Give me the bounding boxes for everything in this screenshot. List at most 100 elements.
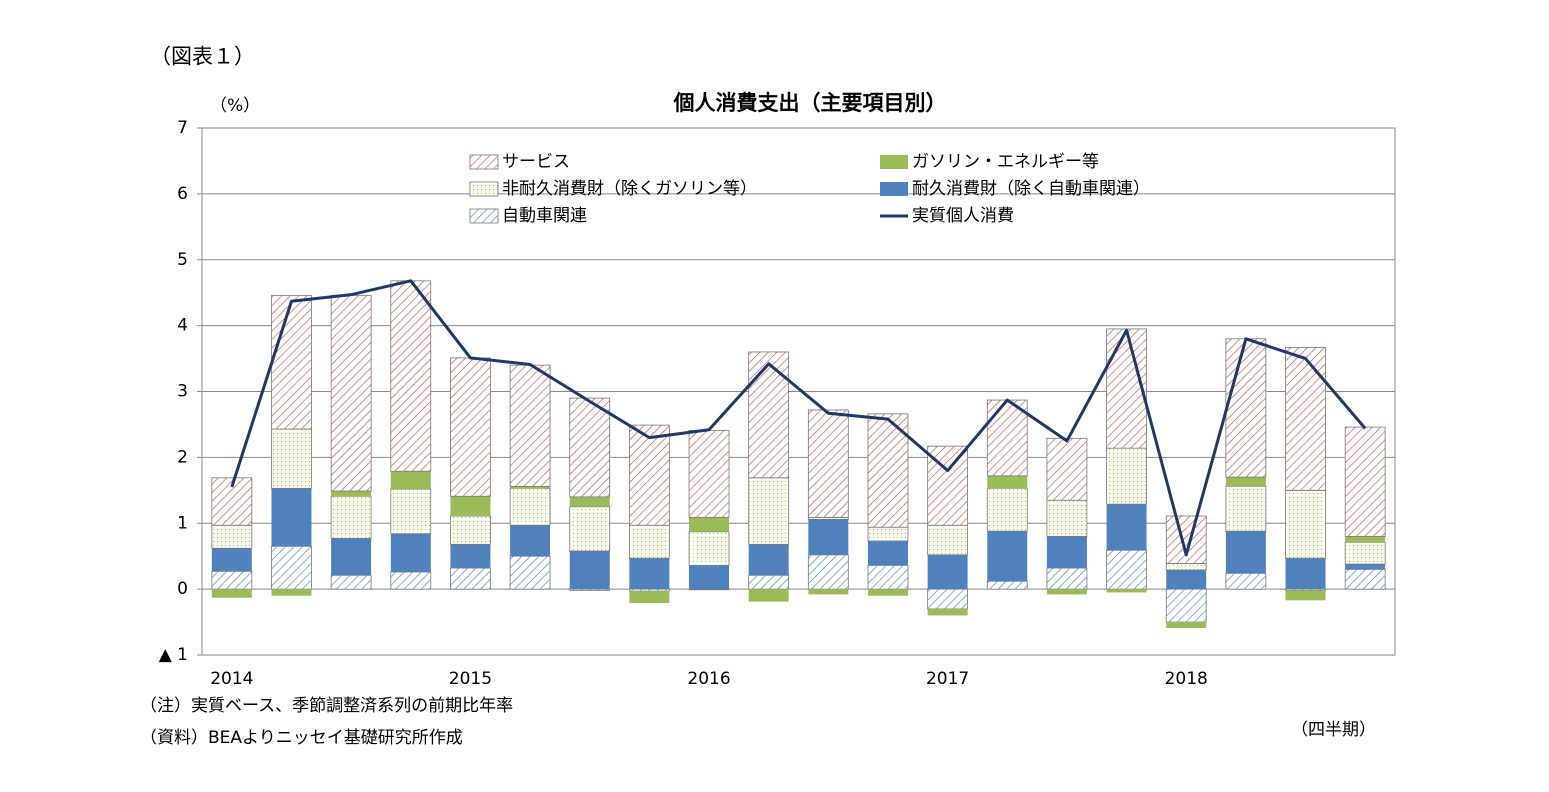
bar-segment [1165, 563, 1207, 571]
bar-segment [1106, 504, 1147, 551]
y-tick-label: 3 [177, 382, 188, 402]
bar-segment [629, 558, 670, 590]
x-axis-label: （四半期） [1291, 720, 1376, 740]
legend-swatch [469, 208, 499, 224]
bar-segment [807, 554, 849, 590]
bar-segment [271, 488, 312, 547]
bar-segment [748, 351, 790, 479]
bar-segment [1225, 531, 1266, 574]
bar-segment [330, 294, 372, 492]
x-tick-label: 2015 [449, 669, 492, 689]
bar-segment [510, 486, 551, 489]
legend-label: サービス [502, 152, 570, 172]
bar-segment [390, 533, 431, 572]
bar-segment [808, 589, 849, 595]
figure-label: （図表１） [150, 45, 255, 69]
bar-segment [986, 399, 1028, 477]
bar-segment [1106, 589, 1147, 593]
bar-segment [927, 554, 968, 590]
legend-label: ガソリン・エネルギー等 [912, 152, 1099, 172]
bar-segment [1046, 536, 1087, 569]
bar-segment [1166, 622, 1207, 628]
bar-segment [927, 588, 969, 610]
bar-segment [987, 475, 1028, 489]
bar-segment [271, 589, 312, 596]
bar-segment [569, 496, 610, 507]
legend-label: 耐久消費財（除く自動車関連） [912, 179, 1150, 199]
bar-segment [748, 477, 790, 545]
bar-segment [1106, 328, 1147, 449]
bar-segment [807, 409, 849, 518]
bar-segment [450, 496, 491, 517]
bar-segment [271, 428, 312, 489]
bar-segment [1046, 437, 1088, 501]
bar-segment [867, 565, 909, 590]
x-tick-label: 2018 [1165, 669, 1208, 689]
bar-segment [1225, 572, 1267, 590]
bar-segment [1225, 338, 1267, 478]
bar-segment [689, 565, 730, 590]
x-tick-label: 2017 [926, 669, 969, 689]
bar-segment [450, 544, 491, 569]
chart-title: 個人消費支出（主要項目別） [673, 91, 947, 115]
bar-segment [211, 570, 253, 590]
bar-segment [1344, 426, 1386, 537]
legend-label: 自動車関連 [502, 206, 587, 226]
bar-segment [1285, 588, 1326, 591]
bar-segment [1046, 567, 1088, 590]
bar-segment [1285, 489, 1326, 559]
bar-segment [510, 525, 551, 557]
bar-segment [867, 413, 909, 528]
bar-segment [1165, 588, 1207, 623]
bar-segment [688, 531, 730, 566]
bar-segment [987, 531, 1028, 582]
note: （資料）BEAよりニッセイ基礎研究所作成 [140, 728, 463, 748]
bar-segment [271, 294, 312, 430]
bar-segment [1046, 499, 1088, 537]
bar-segment [628, 524, 670, 559]
bar-segment [748, 574, 790, 590]
y-tick-label: 1 [177, 513, 188, 533]
y-tick-label: 2 [177, 447, 188, 467]
y-tick-label: 0 [177, 579, 188, 599]
legend-label: 実質個人消費 [912, 206, 1014, 226]
bar-segment [1344, 568, 1386, 590]
x-tick-label: 2016 [687, 669, 730, 689]
bar-segment [688, 588, 730, 591]
bar-segment [1225, 477, 1266, 487]
bar-segment [331, 538, 372, 576]
bar-segment [748, 589, 789, 602]
bar-segment [509, 364, 551, 487]
bar-segment [628, 424, 670, 526]
bar-segment [390, 571, 432, 590]
legend-swatch [880, 182, 908, 196]
bar-segment [927, 608, 968, 616]
y-tick-label: 7 [177, 118, 188, 138]
bar-segment [330, 495, 372, 539]
bar-segment [211, 548, 252, 572]
bar-segment [1046, 589, 1087, 595]
y-unit: （%） [210, 96, 260, 116]
legend-swatch [469, 181, 499, 197]
y-tick-label: 4 [177, 316, 188, 336]
bar-segment [450, 357, 491, 497]
bar-segment [1285, 558, 1326, 590]
bar-segment [211, 524, 253, 549]
bar-segment [927, 524, 969, 556]
bar-segment [986, 580, 1028, 590]
bar-segment [569, 397, 611, 498]
bar-segment [569, 506, 611, 552]
bar-segment [390, 280, 432, 472]
bar-segment [628, 588, 670, 592]
bar-segment [629, 591, 670, 603]
bar-segment [1166, 570, 1207, 590]
bar-segment [330, 574, 372, 590]
bar-segment [1106, 447, 1147, 505]
bar-segment [1345, 564, 1386, 570]
bar-segment [569, 588, 611, 591]
bar-segment [390, 488, 432, 535]
legend-swatch [469, 154, 499, 170]
bar-segment [1344, 541, 1386, 565]
bar-segment [1285, 590, 1326, 601]
y-tick-label: ▲ 1 [159, 645, 188, 665]
